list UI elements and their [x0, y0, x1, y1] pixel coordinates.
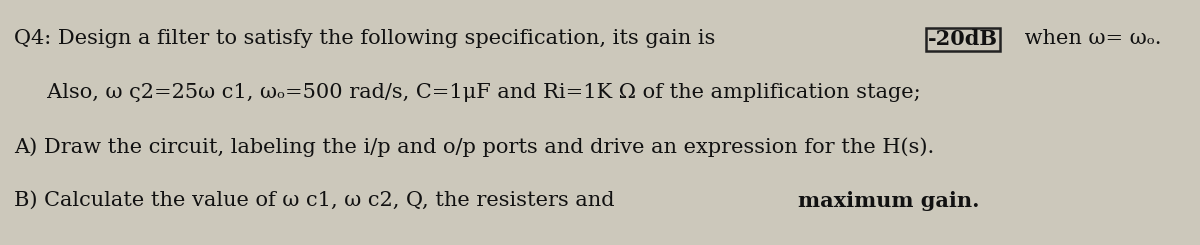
- Text: B) Calculate the value of ω c1, ω c2, Q, the resisters and: B) Calculate the value of ω c1, ω c2, Q,…: [14, 191, 622, 210]
- Text: maximum gain.: maximum gain.: [798, 191, 979, 211]
- Text: -20dB: -20dB: [928, 29, 998, 49]
- Text: Q4: Design a filter to satisfy the following specification, its gain is: Q4: Design a filter to satisfy the follo…: [14, 29, 722, 49]
- Text: when ω= ωₒ.: when ω= ωₒ.: [1019, 29, 1162, 49]
- Text: Also, ω ς2=25ω c1, ωₒ=500 rad/s, C=1μF and Ri=1K Ω of the amplification stage;: Also, ω ς2=25ω c1, ωₒ=500 rad/s, C=1μF a…: [14, 83, 922, 102]
- Text: A) Draw the circuit, labeling the i/p and o/p ports and drive an expression for : A) Draw the circuit, labeling the i/p an…: [14, 137, 935, 157]
